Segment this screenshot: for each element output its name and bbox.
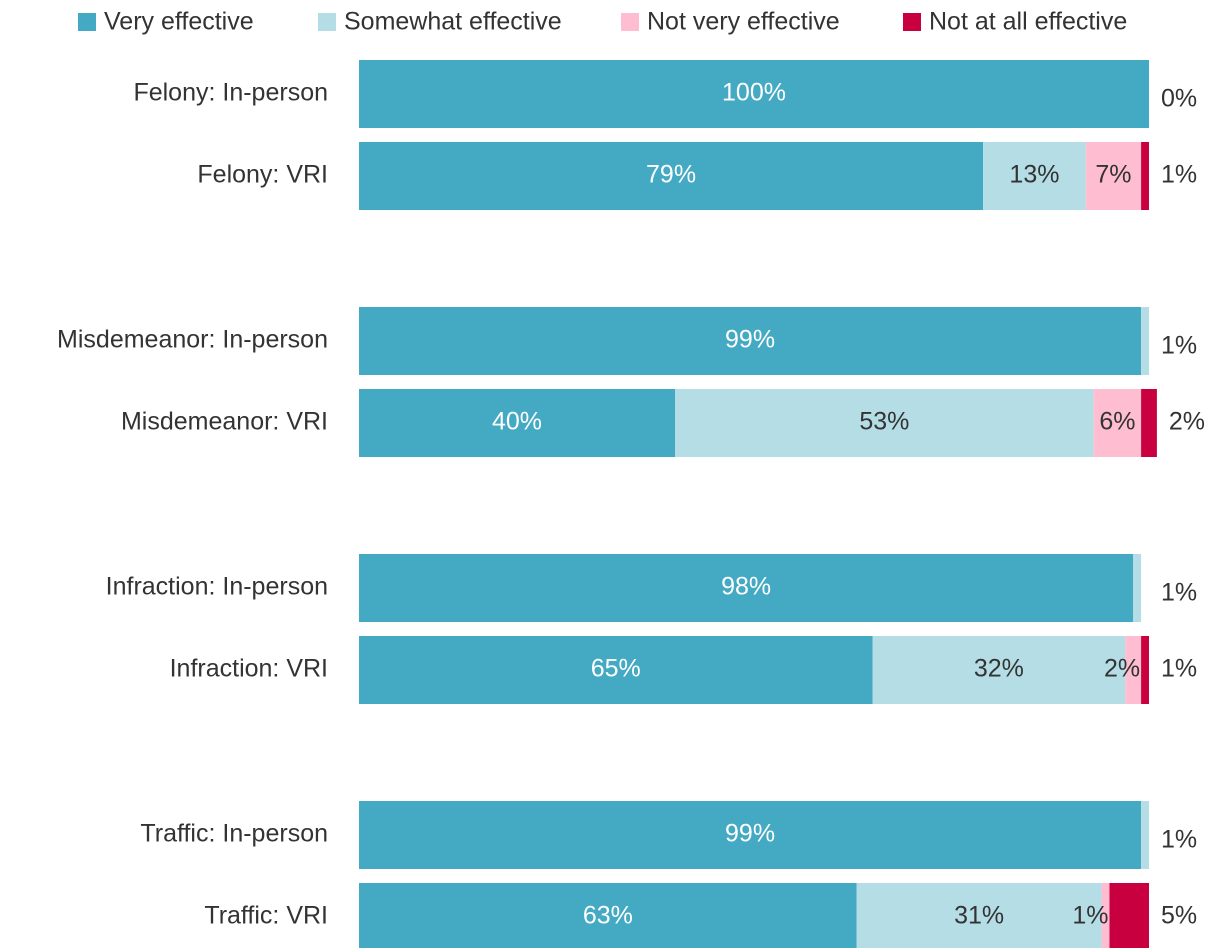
bar-segment <box>856 883 1102 948</box>
value-label: 1% <box>1161 161 1197 189</box>
value-label: 99% <box>725 326 775 354</box>
bar-segment <box>359 307 1142 375</box>
bar-segment <box>359 60 1149 128</box>
legend-label: Not very effective <box>647 8 840 36</box>
bar-segment <box>1141 801 1149 869</box>
value-label: 1% <box>1161 655 1197 683</box>
value-label: 100% <box>722 79 786 107</box>
bar-segment <box>983 142 1086 210</box>
bar-segment <box>359 801 1142 869</box>
value-label: 65% <box>591 655 641 683</box>
bar-segment <box>359 142 984 210</box>
legend-swatch <box>621 13 639 31</box>
value-label: 63% <box>583 902 633 930</box>
bar-segment <box>1141 389 1157 457</box>
bar-segment <box>359 636 873 704</box>
value-label: 5% <box>1161 902 1197 930</box>
category-label: Misdemeanor: In-person <box>57 326 328 354</box>
category-label: Felony: VRI <box>197 161 328 189</box>
bar-segment <box>1141 636 1149 704</box>
value-label: 40% <box>492 408 542 436</box>
bar-segment <box>1141 142 1149 210</box>
legend-swatch <box>78 13 96 31</box>
category-label: Infraction: VRI <box>170 655 328 683</box>
bar-segment <box>1141 307 1149 375</box>
bar-segment <box>1093 389 1142 457</box>
bar-segment <box>1133 554 1142 622</box>
category-label: Felony: In-person <box>133 79 328 107</box>
value-label: 1% <box>1161 579 1197 607</box>
value-label: 99% <box>725 820 775 848</box>
category-label: Traffic: VRI <box>204 902 328 930</box>
bar-segment <box>359 389 675 457</box>
bar-segment <box>1085 142 1142 210</box>
bar-segment <box>872 636 1126 704</box>
value-label: 2% <box>1104 655 1140 683</box>
bar-segment <box>1125 636 1142 704</box>
value-label: 6% <box>1099 408 1135 436</box>
legend-swatch <box>318 13 336 31</box>
value-label: 7% <box>1095 161 1131 189</box>
value-label: 98% <box>721 573 771 601</box>
value-label: 1% <box>1072 902 1108 930</box>
bar-segment <box>359 883 857 948</box>
value-label: 1% <box>1161 826 1197 854</box>
value-label: 0% <box>1161 85 1197 113</box>
value-label: 53% <box>859 408 909 436</box>
category-label: Misdemeanor: VRI <box>121 408 328 436</box>
bar-segment <box>1109 883 1149 948</box>
value-label: 31% <box>954 902 1004 930</box>
bar-segment <box>359 554 1134 622</box>
legend-label: Very effective <box>104 8 254 36</box>
value-label: 32% <box>974 655 1024 683</box>
value-label: 1% <box>1161 332 1197 360</box>
value-label: 2% <box>1169 408 1205 436</box>
legend-swatch <box>903 13 921 31</box>
legend-label: Somewhat effective <box>344 8 562 36</box>
legend-label: Not at all effective <box>929 8 1127 36</box>
category-label: Infraction: In-person <box>106 573 328 601</box>
bar-segment <box>1101 883 1110 948</box>
value-label: 13% <box>1009 161 1059 189</box>
bar-segment <box>675 389 1094 457</box>
category-label: Traffic: In-person <box>140 820 328 848</box>
value-label: 79% <box>646 161 696 189</box>
